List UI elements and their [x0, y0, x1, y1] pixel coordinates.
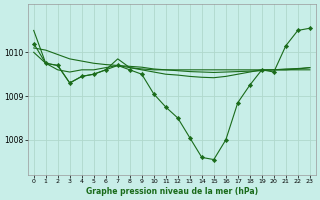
X-axis label: Graphe pression niveau de la mer (hPa): Graphe pression niveau de la mer (hPa) [86, 187, 258, 196]
